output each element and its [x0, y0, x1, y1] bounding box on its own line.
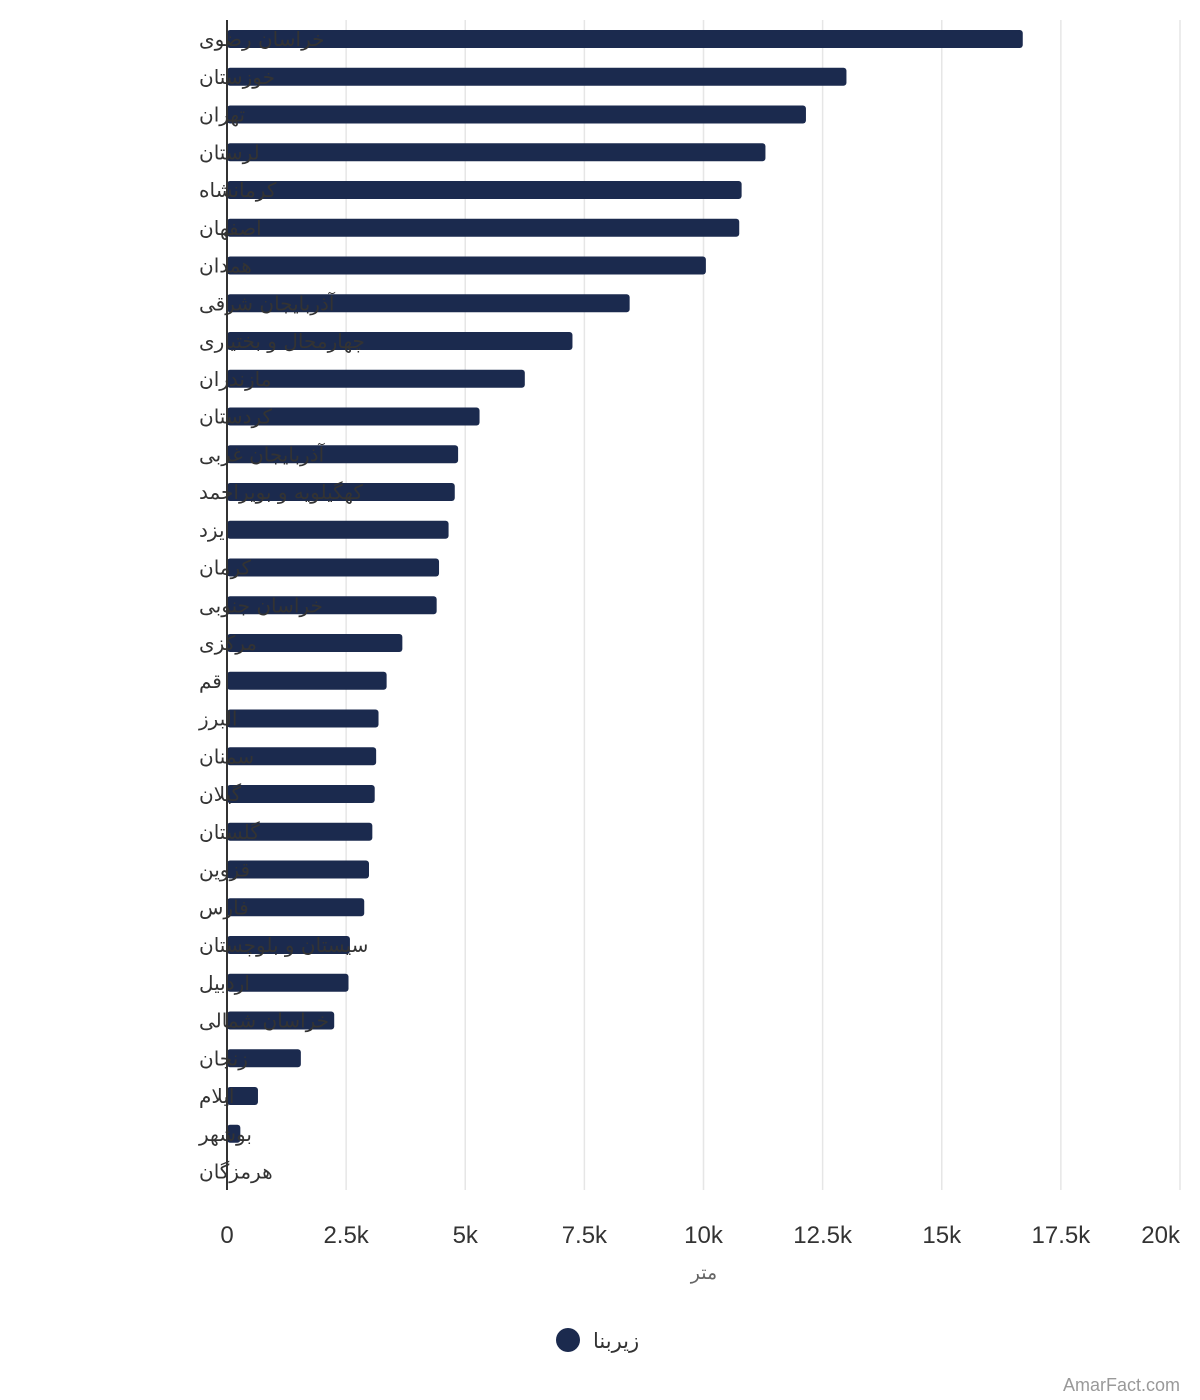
category-labels: خراسان رضوی خوزستان تهران لرستان کرمانشاه اصف…	[198, 27, 368, 1184]
category-label: سمنان	[199, 744, 254, 768]
category-label: اصفهان	[199, 216, 262, 240]
x-tick-labels: 0 2.5k 5k 7.5k 10k 12.5k 15k 17.5k 20k	[220, 1222, 1181, 1249]
category-label: خراسان شمالی	[199, 1009, 329, 1033]
bar[interactable]	[227, 1124, 241, 1143]
bar[interactable]	[227, 747, 377, 766]
category-label: مازندران	[199, 367, 271, 391]
category-label: بوشهر	[198, 1122, 252, 1146]
bar[interactable]	[227, 936, 350, 954]
bar[interactable]	[227, 256, 706, 275]
bar[interactable]	[227, 973, 349, 992]
category-label: آذربایجان شرقی	[199, 290, 336, 315]
legend[interactable]: زیربنا	[556, 1328, 639, 1353]
bar[interactable]	[227, 558, 440, 577]
x-tick-label: 10k	[684, 1222, 724, 1249]
category-label: یزد	[199, 518, 225, 542]
category-label: خراسان رضوی	[199, 27, 324, 51]
bar[interactable]	[227, 898, 365, 917]
category-label: کردستان	[199, 405, 273, 429]
category-label: کرمانشاه	[199, 178, 277, 202]
category-label: قم	[199, 669, 222, 693]
category-label: آذربایجان غربی	[199, 441, 326, 466]
category-label: اردبیل	[199, 971, 250, 995]
bar[interactable]	[227, 785, 375, 803]
bar[interactable]	[227, 67, 847, 86]
bar[interactable]	[227, 105, 806, 124]
category-label: خراسان جنوبی	[199, 593, 323, 617]
bar[interactable]	[227, 1087, 258, 1105]
category-label: ایلام	[199, 1084, 234, 1108]
category-label: قزوین	[199, 858, 250, 882]
bar[interactable]	[227, 596, 437, 615]
category-label: مرکزی	[199, 631, 257, 655]
category-label: هرمزگان	[199, 1160, 273, 1184]
category-label: سیستان و بلوچستان	[199, 933, 368, 957]
bar[interactable]	[227, 1011, 335, 1030]
x-tick-label: 20k	[1141, 1222, 1181, 1249]
category-label: فارس	[199, 895, 249, 919]
bar[interactable]	[227, 218, 740, 237]
bar[interactable]	[227, 671, 387, 690]
x-tick-label: 12.5k	[793, 1222, 853, 1249]
x-tick-label: 0	[220, 1222, 233, 1249]
bar[interactable]	[227, 143, 766, 162]
credit-link[interactable]: AmarFact.com	[1063, 1375, 1180, 1395]
category-label: خوزستان	[199, 65, 275, 89]
bar[interactable]	[227, 332, 573, 350]
x-tick-label: 7.5k	[562, 1222, 608, 1249]
x-tick-label: 15k	[922, 1222, 962, 1249]
bar[interactable]	[227, 30, 1023, 48]
bar[interactable]	[227, 860, 369, 879]
bar[interactable]	[227, 520, 449, 539]
bar[interactable]	[227, 369, 525, 388]
category-label: کهگیلویه و بویراحمد	[199, 480, 363, 504]
x-tick-label: 5k	[453, 1222, 479, 1249]
bar[interactable]	[227, 294, 630, 313]
category-label: چهارمحال و بختیاری	[199, 329, 365, 353]
bar[interactable]	[227, 483, 455, 501]
category-label: گیلان	[199, 782, 242, 806]
category-label: گلستان	[199, 820, 260, 844]
bars	[227, 30, 1023, 1143]
category-label: تهران	[199, 103, 245, 127]
category-label: زنجان	[199, 1046, 248, 1070]
bar[interactable]	[227, 709, 379, 728]
legend-marker	[556, 1328, 580, 1352]
bar[interactable]	[227, 407, 480, 426]
category-label: لرستان	[199, 140, 260, 164]
bar[interactable]	[227, 1049, 301, 1068]
category-label: کرمان	[199, 556, 252, 580]
grid-lines	[345, 20, 1181, 1190]
category-label: همدان	[199, 254, 252, 278]
x-tick-label: 2.5k	[323, 1222, 369, 1249]
bar[interactable]	[227, 822, 373, 841]
legend-label: زیربنا	[593, 1329, 639, 1353]
bar[interactable]	[227, 181, 742, 199]
bar[interactable]	[227, 634, 403, 652]
x-axis-title: متر	[690, 1262, 717, 1284]
category-label: البرز	[198, 707, 237, 731]
x-tick-label: 17.5k	[1032, 1222, 1092, 1249]
bar[interactable]	[227, 445, 459, 464]
